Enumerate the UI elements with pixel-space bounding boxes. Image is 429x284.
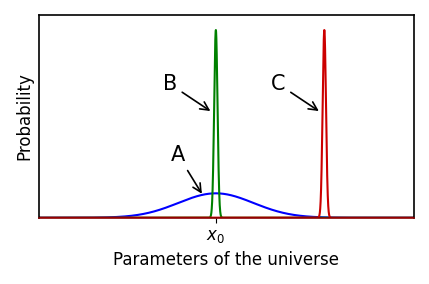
X-axis label: Parameters of the universe: Parameters of the universe [113, 251, 339, 269]
Y-axis label: Probability: Probability [15, 72, 33, 160]
Text: C: C [271, 74, 317, 110]
Text: B: B [163, 74, 209, 110]
Text: A: A [171, 145, 201, 192]
